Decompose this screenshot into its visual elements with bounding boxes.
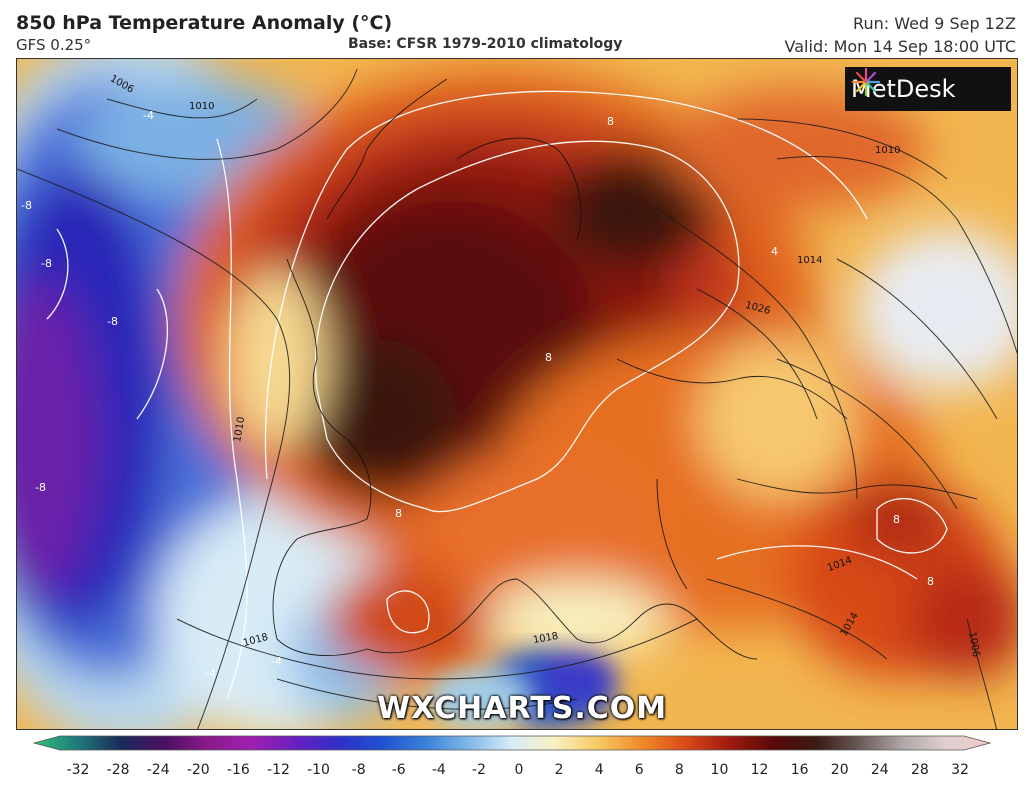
anomaly-contour-label: -8 bbox=[41, 257, 52, 270]
anomaly-contour-label: 8 bbox=[545, 351, 552, 364]
anomaly-field bbox=[17, 59, 1017, 729]
colorbar-tick-label: 28 bbox=[910, 762, 929, 778]
colorbar-tick-label: 8 bbox=[674, 762, 684, 778]
colorbar-tick-label: -16 bbox=[226, 762, 250, 778]
colorbar-tick-label: 32 bbox=[951, 762, 969, 778]
colorbar-tick-label: 24 bbox=[870, 762, 889, 778]
colorbar-tick-label: -4 bbox=[431, 762, 446, 778]
colorbar-tick-label: -24 bbox=[146, 762, 170, 778]
model-label: GFS 0.25° bbox=[16, 36, 92, 54]
anomaly-contour-label: 4 bbox=[771, 245, 778, 258]
isobar-label: 1010 bbox=[875, 145, 901, 156]
colorbar-tick-label: -20 bbox=[186, 762, 210, 778]
anomaly-contour-label: -8 bbox=[21, 199, 32, 212]
valid-time-label: Valid: Mon 14 Sep 18:00 UTC bbox=[784, 37, 1016, 56]
anomaly-contour-label: -4 bbox=[143, 109, 154, 122]
anomaly-contour-label: 8 bbox=[893, 513, 900, 526]
anomaly-contour-label: -8 bbox=[107, 315, 118, 328]
map-title: 850 hPa Temperature Anomaly (°C) bbox=[16, 12, 393, 34]
anomaly-contour-label: 8 bbox=[395, 507, 402, 520]
anomaly-contour-label: -8 bbox=[35, 481, 46, 494]
run-time-label: Run: Wed 9 Sep 12Z bbox=[853, 14, 1016, 33]
colorbar-tick-label: -6 bbox=[391, 762, 406, 778]
colorbar-tick-label: 0 bbox=[514, 762, 524, 778]
anomaly-map[interactable]: MetDesk 1006 1010 1010 1010 1018 1018 10… bbox=[16, 58, 1018, 730]
wxcharts-watermark: WXCHARTS.COM bbox=[377, 691, 668, 726]
colorbar-tick-label: -8 bbox=[351, 762, 366, 778]
isobar-label: 1014 bbox=[797, 255, 823, 266]
colorbar-tick-label: -12 bbox=[267, 762, 290, 778]
colorbar bbox=[32, 735, 992, 751]
metdesk-logo: MetDesk bbox=[845, 67, 1011, 111]
colorbar-tick-label: -10 bbox=[307, 762, 330, 778]
colorbar-tick-label: -2 bbox=[471, 762, 486, 778]
climatology-base-label: Base: CFSR 1979-2010 climatology bbox=[348, 36, 623, 52]
colorbar-tick-label: 20 bbox=[830, 762, 849, 778]
anomaly-contour-label: -4 bbox=[205, 667, 216, 680]
colorbar-tick-label: 10 bbox=[710, 762, 729, 778]
colorbar-tick-label: -32 bbox=[66, 762, 90, 778]
colorbar-tick-label: 6 bbox=[634, 762, 644, 778]
anomaly-contour-label: 8 bbox=[607, 115, 614, 128]
colorbar-tick-label: 16 bbox=[790, 762, 809, 778]
colorbar-tick-label: 4 bbox=[594, 762, 604, 778]
colorbar-tick-label: 12 bbox=[750, 762, 769, 778]
colorbar-tick-label: -28 bbox=[106, 762, 130, 778]
metdesk-starburst-icon bbox=[851, 67, 881, 97]
colorbar-gradient bbox=[32, 735, 992, 751]
isobar-label: 1010 bbox=[189, 101, 215, 112]
anomaly-contour-label: 8 bbox=[927, 575, 934, 588]
anomaly-contour-label: -4 bbox=[271, 655, 282, 668]
colorbar-tick-label: 2 bbox=[554, 762, 564, 778]
